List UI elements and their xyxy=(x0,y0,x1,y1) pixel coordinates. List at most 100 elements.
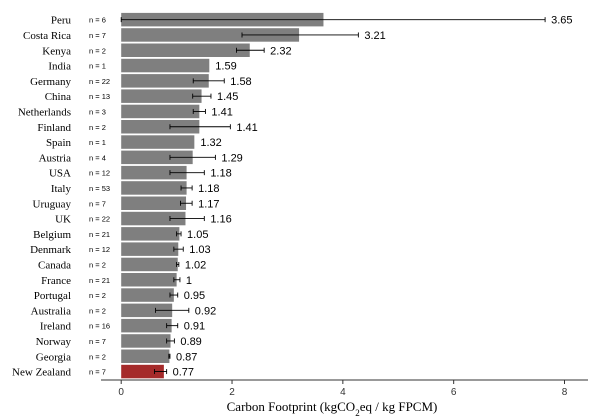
sample-size-label: n = 1 xyxy=(89,138,106,147)
value-label: 3.21 xyxy=(364,30,385,42)
sample-size-label: n = 4 xyxy=(89,153,106,162)
value-label: 1.03 xyxy=(189,244,210,256)
sample-size-label: n = 12 xyxy=(89,245,110,254)
bar xyxy=(121,211,186,226)
x-tick-label: 2 xyxy=(229,387,235,398)
error-bars-group xyxy=(120,17,546,375)
bar xyxy=(121,364,164,379)
bar xyxy=(121,89,202,103)
country-label: Australia xyxy=(31,305,71,317)
country-label: China xyxy=(45,91,71,103)
sample-size-label: n = 2 xyxy=(89,46,106,55)
value-label: 2.32 xyxy=(270,45,291,57)
country-label: Georgia xyxy=(36,351,71,363)
x-axis-title-part-2: eq / kg FPCM) xyxy=(360,399,438,414)
value-label: 1.02 xyxy=(185,259,206,271)
sample-size-label: n = 22 xyxy=(89,215,110,224)
labels-group: Peru n = 6 3.65 Costa Rica n = 7 3.21 Kenya n =… xyxy=(12,15,572,379)
value-label: 1.29 xyxy=(221,152,242,164)
country-label: Peru xyxy=(51,15,72,27)
x-tick-label: 4 xyxy=(340,387,346,398)
value-label: 0.92 xyxy=(195,305,216,317)
x-tick-label: 0 xyxy=(118,387,124,398)
sample-size-label: n = 7 xyxy=(89,199,106,208)
value-label: 0.77 xyxy=(173,367,194,379)
x-axis-title-subscript: 2 xyxy=(355,408,360,417)
bar xyxy=(121,74,209,88)
country-label: Costa Rica xyxy=(23,30,71,42)
sample-size-label: n = 7 xyxy=(89,31,106,40)
bar xyxy=(121,242,179,256)
value-label: 3.65 xyxy=(551,15,572,27)
sample-size-label: n = 13 xyxy=(89,92,110,101)
bar xyxy=(121,104,200,119)
bar xyxy=(121,288,174,302)
value-label: 0.89 xyxy=(180,336,201,348)
value-label: 0.87 xyxy=(176,351,197,363)
bar xyxy=(121,135,195,149)
bar xyxy=(121,318,172,333)
country-label: Ireland xyxy=(40,321,72,333)
sample-size-label: n = 12 xyxy=(89,169,110,178)
bars-group xyxy=(121,12,324,379)
sample-size-label: n = 6 xyxy=(89,16,106,25)
sample-size-label: n = 7 xyxy=(89,337,106,346)
value-label: 1.32 xyxy=(200,137,221,149)
value-label: 0.91 xyxy=(184,321,205,333)
value-label: 1.41 xyxy=(236,122,257,134)
x-axis-ticks: 0 2 4 6 8 xyxy=(118,380,568,398)
value-label: 1.41 xyxy=(211,106,232,118)
country-label: France xyxy=(41,275,71,287)
sample-size-label: n = 2 xyxy=(89,291,106,300)
bar xyxy=(121,227,180,241)
bar xyxy=(121,165,187,180)
country-label: Finland xyxy=(37,122,71,134)
country-label: USA xyxy=(49,168,71,180)
country-label: Denmark xyxy=(30,244,71,256)
bar xyxy=(121,196,187,210)
country-label: Norway xyxy=(36,336,72,348)
value-label: 1.59 xyxy=(215,61,236,73)
value-label: 1 xyxy=(186,275,192,287)
sample-size-label: n = 16 xyxy=(89,322,110,331)
country-label: Canada xyxy=(38,259,71,271)
country-label: India xyxy=(48,61,71,73)
value-label: 1.05 xyxy=(187,229,208,241)
bar xyxy=(121,257,178,272)
sample-size-label: n = 7 xyxy=(89,368,106,377)
x-tick-label: 6 xyxy=(451,387,457,398)
value-label: 0.95 xyxy=(184,290,205,302)
country-label: Spain xyxy=(46,137,72,149)
country-label: Netherlands xyxy=(18,106,71,118)
sample-size-label: n = 2 xyxy=(89,306,106,315)
x-tick-label: 8 xyxy=(562,387,568,398)
x-axis-title-part-1: Carbon Footprint (kgCO xyxy=(227,399,356,414)
sample-size-label: n = 3 xyxy=(89,107,106,116)
country-label: Belgium xyxy=(33,229,71,241)
value-label: 1.18 xyxy=(210,168,231,180)
bar xyxy=(121,273,177,287)
country-label: Italy xyxy=(51,183,72,195)
value-label: 1.45 xyxy=(217,91,238,103)
value-label: 1.18 xyxy=(198,183,219,195)
bar xyxy=(121,150,193,165)
sample-size-label: n = 21 xyxy=(89,276,110,285)
sample-size-label: n = 21 xyxy=(89,230,110,239)
country-label: Austria xyxy=(39,152,72,164)
x-axis-title: Carbon Footprint (kgCO2eq / kg FPCM) xyxy=(227,399,438,417)
sample-size-label: n = 53 xyxy=(89,184,110,193)
sample-size-label: n = 2 xyxy=(89,352,106,361)
bar xyxy=(121,334,171,348)
value-label: 1.17 xyxy=(198,198,219,210)
sample-size-label: n = 22 xyxy=(89,77,110,86)
country-label: Portugal xyxy=(34,290,71,302)
country-label: Germany xyxy=(30,76,71,88)
bar xyxy=(121,303,173,318)
sample-size-label: n = 2 xyxy=(89,260,106,269)
bar xyxy=(121,58,210,73)
country-label: Kenya xyxy=(42,45,71,57)
bar xyxy=(121,349,170,363)
bar xyxy=(121,43,250,57)
sample-size-label: n = 2 xyxy=(89,123,106,132)
